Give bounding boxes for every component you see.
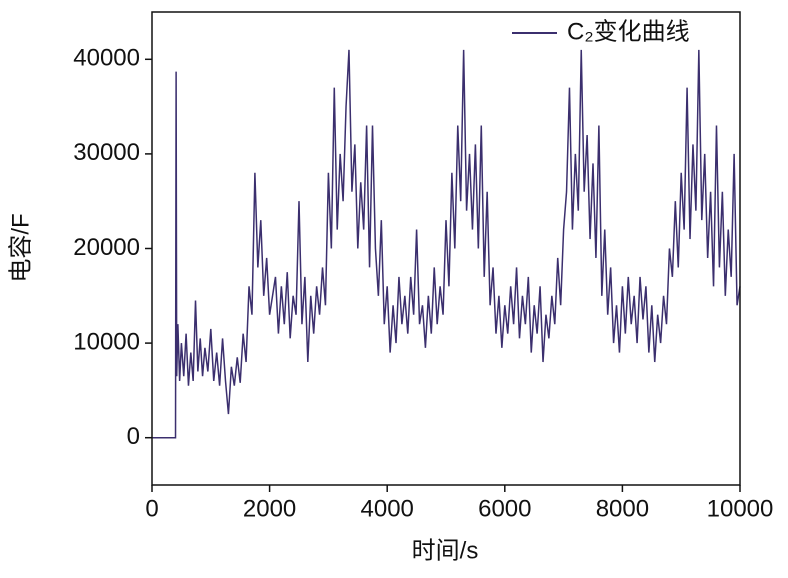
y-tick-label: 0 bbox=[127, 423, 140, 450]
y-axis-label: 电容/F bbox=[7, 213, 34, 282]
x-axis-label: 时间/s bbox=[412, 537, 479, 564]
legend-label: C₂变化曲线 bbox=[567, 18, 690, 45]
x-tick-label: 4000 bbox=[361, 495, 414, 522]
y-tick-label: 20000 bbox=[73, 234, 140, 261]
y-tick-label: 40000 bbox=[73, 45, 140, 72]
data-line bbox=[152, 49, 741, 439]
x-tick-label: 6000 bbox=[478, 495, 531, 522]
x-tick-label: 8000 bbox=[596, 495, 649, 522]
plot-frame bbox=[151, 11, 741, 486]
x-tick-label: 2000 bbox=[243, 495, 296, 522]
y-tick-label: 10000 bbox=[73, 328, 140, 355]
y-tick-label: 30000 bbox=[73, 139, 140, 166]
x-tick-label: 0 bbox=[145, 495, 158, 522]
x-tick-label: 10000 bbox=[707, 495, 774, 522]
